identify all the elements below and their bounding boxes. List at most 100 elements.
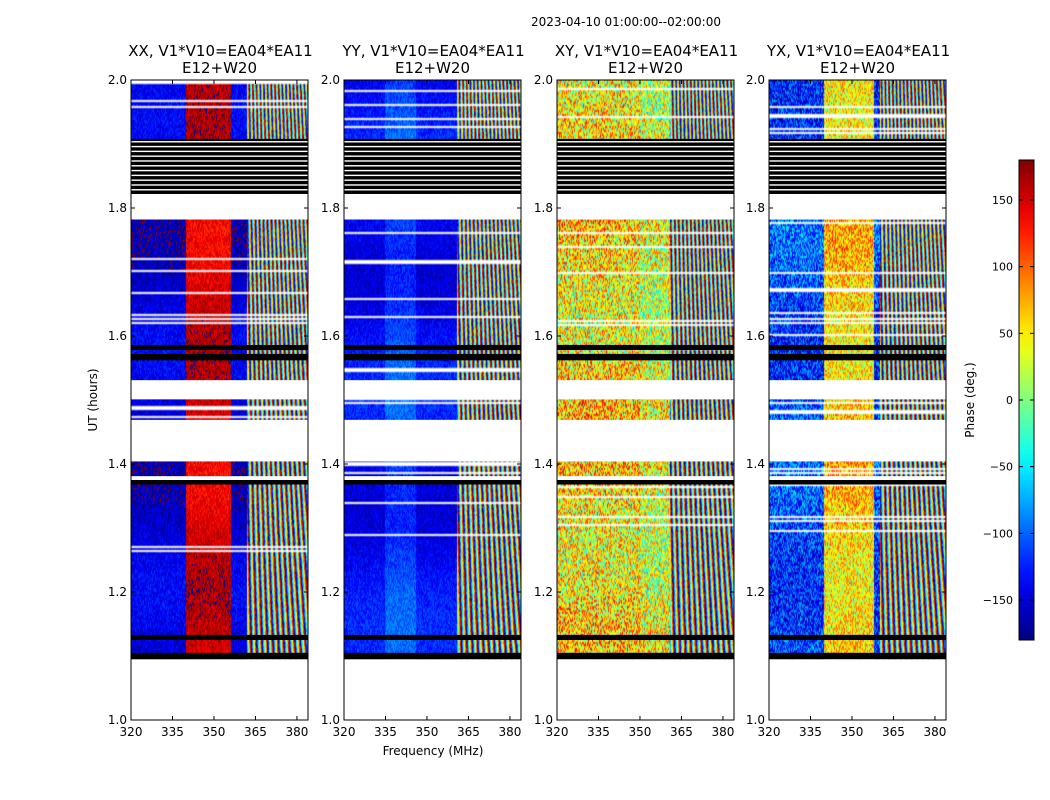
flag-block xyxy=(131,344,308,351)
flag-block xyxy=(344,476,521,480)
panel-frame xyxy=(130,79,309,721)
colorbar-tick-label: −50 xyxy=(990,461,1013,474)
y-tick-label: 1.4 xyxy=(108,457,127,471)
flag-block xyxy=(557,193,734,220)
flag-stripe xyxy=(344,189,521,191)
flag-block xyxy=(344,344,521,351)
x-tick-label: 350 xyxy=(203,725,226,739)
flag-block xyxy=(557,659,734,720)
flag-stripe xyxy=(344,179,521,181)
flag-stripe xyxy=(557,165,734,167)
flag-block xyxy=(131,659,308,720)
flag-stripe xyxy=(131,145,308,148)
flag-stripe xyxy=(131,179,308,181)
flag-stripe xyxy=(769,145,946,148)
figure-suptitle: 2023-04-10 01:00:00--02:00:00 xyxy=(531,15,721,29)
y-tick-label: 1.0 xyxy=(534,713,553,727)
panel-title-line2: E12+W20 xyxy=(820,59,895,77)
y-tick-label: 1.0 xyxy=(746,713,765,727)
flag-block xyxy=(769,652,946,660)
colorbar-tick-label: 50 xyxy=(999,327,1013,340)
x-tick-label: 365 xyxy=(244,725,267,739)
flag-block xyxy=(557,419,734,462)
flag-stripe xyxy=(344,155,521,157)
colorbar-tick-label: −100 xyxy=(983,527,1013,540)
flag-stripe xyxy=(131,165,308,167)
flag-block xyxy=(769,380,946,400)
flag-stripe xyxy=(344,169,521,172)
flag-stripe xyxy=(131,155,308,157)
flag-block xyxy=(131,193,308,220)
colorbar-tick-label: 0 xyxy=(1006,394,1013,407)
flag-stripe xyxy=(557,179,734,181)
y-tick-label: 2.0 xyxy=(746,73,765,87)
y-tick-label: 1.2 xyxy=(108,585,127,599)
panel-3: 320 335 350 365 380 1.0 1.2 1.4 1.6 1.8 2.0YX, V1*… xyxy=(746,42,950,739)
y-tick-label: 2.0 xyxy=(321,73,340,87)
flag-block xyxy=(344,380,521,400)
flag-block xyxy=(131,380,308,400)
flag-stripe xyxy=(131,189,308,191)
x-tick-label: 320 xyxy=(120,725,143,739)
x-tick-label: 380 xyxy=(498,725,521,739)
flag-block xyxy=(557,634,734,640)
y-tick-label: 1.8 xyxy=(534,201,553,215)
flag-block xyxy=(131,476,308,480)
flag-block xyxy=(344,419,521,462)
colorbar-tick-label: 150 xyxy=(992,194,1013,207)
panel-0: 320 335 350 365 380 1.0 1.2 1.4 1.6 1.8 2.0XX, V1*… xyxy=(108,42,313,739)
flag-block xyxy=(344,659,521,720)
panel-title-line1: YY, V1*V10=EA04*EA11 xyxy=(341,42,524,60)
x-tick-label: 365 xyxy=(670,725,693,739)
colorbar-label: Phase (deg.) xyxy=(963,362,977,437)
flag-block xyxy=(131,480,308,485)
flag-block xyxy=(131,652,308,660)
y-tick-label: 1.6 xyxy=(321,329,340,343)
panel-2: 320 335 350 365 380 1.0 1.2 1.4 1.6 1.8 2.0XY, V1*… xyxy=(534,42,738,739)
flag-block xyxy=(131,353,308,361)
x-tick-label: 365 xyxy=(457,725,480,739)
panel-title-line1: XX, V1*V10=EA04*EA11 xyxy=(128,42,312,60)
y-tick-label: 1.2 xyxy=(321,585,340,599)
flag-stripe xyxy=(769,174,946,177)
flag-block xyxy=(131,419,308,462)
colorbar-tick-label: −150 xyxy=(983,594,1013,607)
panel-frame xyxy=(343,79,522,721)
panel-title-line2: E12+W20 xyxy=(608,59,683,77)
y-tick-label: 1.0 xyxy=(108,713,127,727)
y-tick-label: 1.6 xyxy=(534,329,553,343)
panel-1: 320 335 350 365 380 1.0 1.2 1.4 1.6 1.8 2.0YY, V1*… xyxy=(321,42,525,739)
flag-stripe xyxy=(769,150,946,153)
flag-stripe xyxy=(557,141,734,143)
flag-stripe xyxy=(769,169,946,172)
y-tick-label: 1.6 xyxy=(108,329,127,343)
flag-stripe xyxy=(557,189,734,191)
flag-block xyxy=(769,659,946,720)
flag-block xyxy=(344,193,521,220)
x-tick-label: 335 xyxy=(374,725,397,739)
panel-title-line1: YX, V1*V10=EA04*EA11 xyxy=(766,42,950,60)
flag-block xyxy=(557,344,734,351)
flag-block xyxy=(769,480,946,485)
y-tick-label: 2.0 xyxy=(108,73,127,87)
panel-title-line2: E12+W20 xyxy=(182,59,257,77)
flag-block xyxy=(557,380,734,400)
flag-stripe xyxy=(769,141,946,143)
flag-stripe xyxy=(131,184,308,186)
flag-stripe xyxy=(344,184,521,186)
flag-stripe xyxy=(131,150,308,153)
flag-block xyxy=(557,480,734,485)
flag-stripe xyxy=(131,141,308,143)
panel-title-line1: XY, V1*V10=EA04*EA11 xyxy=(555,42,738,60)
flag-stripe xyxy=(131,160,308,162)
panel-frame xyxy=(768,79,947,721)
flag-block xyxy=(769,353,946,361)
x-tick-label: 350 xyxy=(629,725,652,739)
flag-stripe xyxy=(557,160,734,162)
flag-stripe xyxy=(131,169,308,172)
flag-block xyxy=(769,193,946,220)
flag-stripe xyxy=(769,160,946,162)
flag-stripe xyxy=(344,160,521,162)
flag-block xyxy=(344,480,521,485)
